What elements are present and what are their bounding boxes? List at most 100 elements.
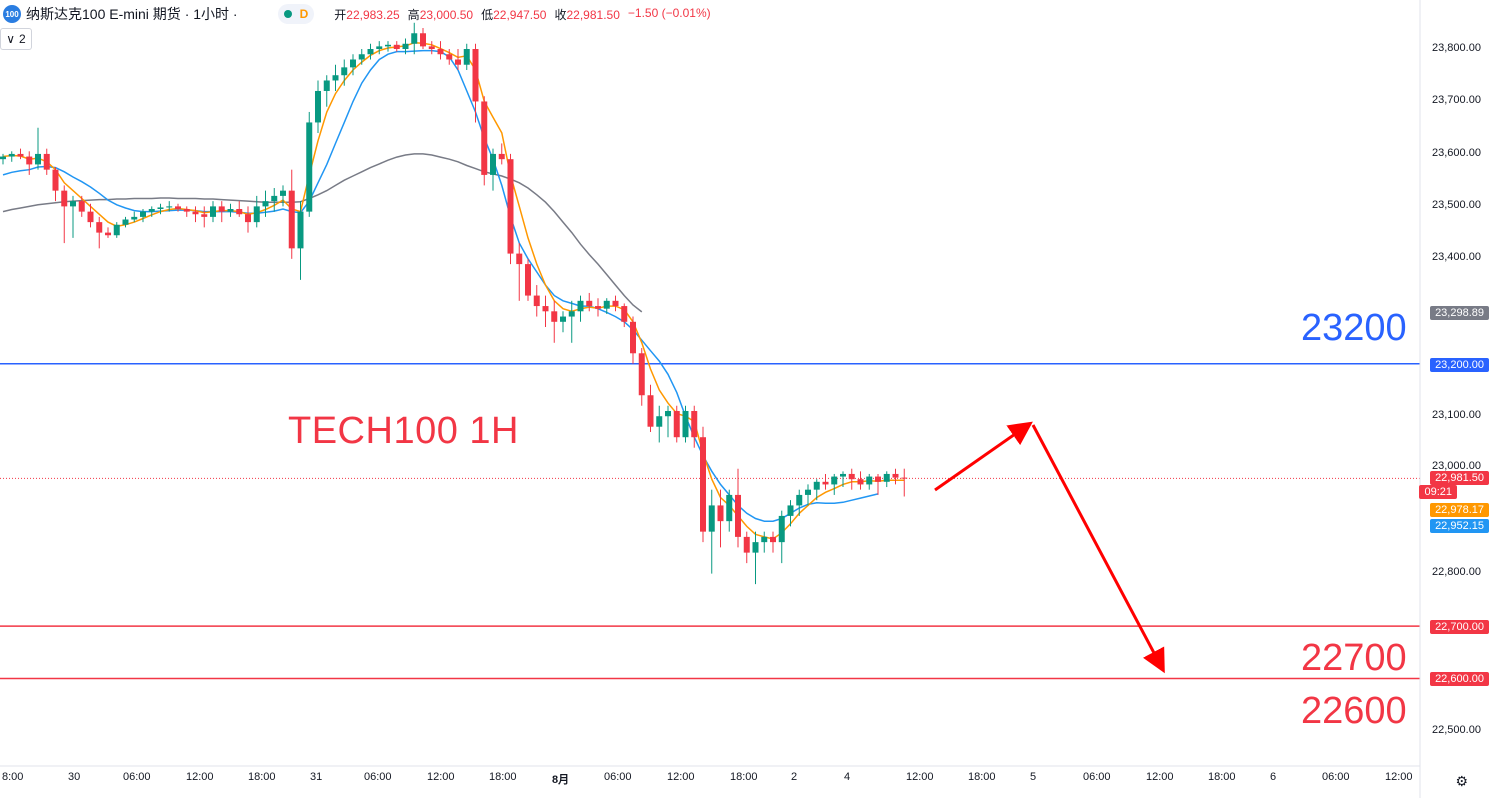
candle-body <box>875 476 881 482</box>
candle <box>411 22 418 55</box>
candle-body <box>507 159 514 254</box>
candle-body <box>682 410 689 438</box>
change-value: −1.50 (−0.01%) <box>627 5 711 20</box>
candle-body <box>157 207 164 210</box>
candle <box>105 227 111 238</box>
candle-body <box>516 253 523 265</box>
candle-body <box>376 46 383 49</box>
candle-body <box>183 209 190 212</box>
candle-body <box>61 190 68 207</box>
candle <box>542 295 549 328</box>
time-tick-label: 06:00 <box>364 771 392 783</box>
close-value: 22,981.50 <box>566 7 620 22</box>
candle-body <box>472 49 479 102</box>
candle <box>420 28 426 49</box>
candle <box>735 468 741 548</box>
candle-body <box>393 44 400 49</box>
candle-body <box>87 211 94 223</box>
candle <box>227 203 234 217</box>
candle-body <box>647 395 654 427</box>
candle-body <box>595 306 601 309</box>
candle-body <box>140 211 146 217</box>
market-open-dot-icon <box>283 10 292 18</box>
price-tick-label: 23,000.00 <box>1432 460 1481 472</box>
candle <box>831 473 838 495</box>
candle <box>883 471 890 488</box>
time-tick-label: 18:00 <box>730 771 758 783</box>
candle-body <box>857 479 864 485</box>
symbol-badge-icon[interactable]: 100 <box>3 5 21 23</box>
candle <box>280 185 286 207</box>
candle-body <box>752 542 759 553</box>
candle-body <box>271 195 278 202</box>
candle <box>70 195 76 238</box>
candle <box>507 153 514 265</box>
time-tick-label: 18:00 <box>968 771 996 783</box>
candle <box>245 206 251 233</box>
settings-gear-icon[interactable]: ⚙ <box>1455 773 1468 789</box>
candle-body <box>315 90 321 123</box>
close-label: 收 <box>554 7 567 22</box>
candle-body <box>78 201 85 212</box>
candle <box>332 64 339 91</box>
candle <box>647 384 654 432</box>
candle <box>700 426 706 543</box>
candle <box>516 243 523 301</box>
time-tick-label: 12:00 <box>667 771 695 783</box>
candle <box>621 303 628 328</box>
candle <box>288 169 295 259</box>
candle-body <box>341 67 348 76</box>
ma-fast-line <box>2 41 905 540</box>
time-tick-label: 18:00 <box>1208 771 1236 783</box>
candle <box>315 80 321 133</box>
candle-body <box>638 353 645 396</box>
time-tick-label: 31 <box>310 771 323 783</box>
candle <box>393 41 400 52</box>
candle-body <box>498 153 505 160</box>
candle-body <box>630 321 636 354</box>
indicators-toggle-button[interactable]: ∨ 2 <box>0 28 32 50</box>
candle-body <box>446 54 453 60</box>
candle-body <box>866 476 873 485</box>
symbol-title[interactable]: 纳斯达克100 E-mini 期货 · 1小时 · <box>26 6 238 22</box>
candle <box>306 111 313 217</box>
candle-body <box>17 153 24 157</box>
candle-body <box>280 190 286 196</box>
candle <box>201 206 208 228</box>
annotation-title: TECH100 1H <box>288 410 519 452</box>
last-price-label: 22,981.50 <box>1430 471 1489 485</box>
candle <box>490 148 496 191</box>
candle <box>577 295 584 322</box>
candle <box>61 185 68 244</box>
candle <box>498 143 505 165</box>
candle <box>446 49 453 65</box>
candle <box>52 167 59 202</box>
data-delay-badge: D <box>299 7 309 21</box>
candle <box>638 348 645 406</box>
candle-body <box>35 153 41 165</box>
candle <box>717 489 724 548</box>
candle-body <box>770 536 776 543</box>
time-tick-label: 6 <box>1270 771 1277 783</box>
candle-body <box>262 201 269 207</box>
candle <box>122 216 129 228</box>
open-label: 开 <box>334 7 347 22</box>
candle <box>323 75 330 107</box>
candle <box>367 43 374 60</box>
candle <box>297 201 304 280</box>
candle-body <box>621 306 628 322</box>
candle <box>192 206 199 223</box>
candle-body <box>778 515 785 543</box>
chevron-down-icon: ∨ <box>6 32 16 46</box>
candle <box>17 148 24 160</box>
candle-body <box>883 473 890 482</box>
candle <box>262 190 269 217</box>
candle-body <box>297 211 304 249</box>
candle-body <box>96 222 103 233</box>
candle <box>78 195 85 217</box>
candle <box>385 41 391 52</box>
candle <box>525 258 531 301</box>
market-status[interactable]: D <box>277 4 315 24</box>
candle-body <box>717 505 724 522</box>
